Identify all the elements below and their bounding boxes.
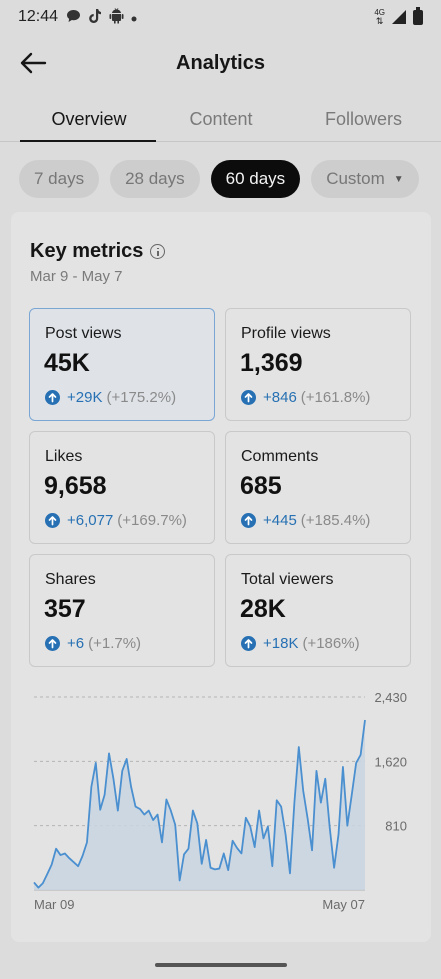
metric-delta: +445 (+185.4%)	[241, 512, 370, 529]
metric-delta-value: +6,077	[67, 512, 114, 529]
y-tick-label: 2,430	[374, 690, 407, 705]
arrow-up-circle-icon	[241, 513, 256, 528]
metric-label: Profile views	[241, 325, 331, 342]
android-icon	[109, 7, 124, 27]
metric-value: 357	[44, 595, 86, 623]
metric-value: 28K	[240, 595, 286, 623]
network-icon: 4G ⇅	[374, 8, 385, 26]
metric-delta: +6,077 (+169.7%)	[45, 512, 187, 529]
metric-value: 685	[240, 472, 282, 500]
key-metrics-heading: Key metrics	[30, 240, 166, 263]
metric-delta: +18K (+186%)	[241, 635, 360, 652]
metric-delta-percent: (+169.7%)	[117, 512, 187, 529]
caret-down-icon: ▼	[393, 173, 404, 185]
metric-delta-percent: (+175.2%)	[106, 389, 177, 406]
series-line	[33, 719, 366, 889]
metric-label: Total viewers	[241, 571, 334, 588]
chip-28-days[interactable]: 28 days	[110, 160, 200, 198]
back-button[interactable]	[18, 50, 48, 76]
metric-delta-value: +846	[263, 389, 297, 406]
arrow-left-icon	[20, 52, 47, 74]
signal-icon	[391, 10, 407, 24]
metric-label: Likes	[45, 448, 83, 465]
metric-value: 9,658	[44, 472, 107, 500]
battery-icon	[413, 6, 423, 25]
arrow-up-circle-icon	[45, 636, 60, 651]
series-area	[34, 720, 365, 890]
x-tick-label: Mar 09	[34, 897, 74, 912]
y-tick-label: 1,620	[374, 754, 407, 769]
tab-followers[interactable]: Followers	[324, 109, 403, 129]
metric-delta: +6 (+1.7%)	[45, 635, 141, 652]
metric-label: Comments	[241, 448, 319, 465]
metric-delta-value: +18K	[263, 635, 299, 652]
metric-delta-percent: (+1.7%)	[88, 635, 142, 652]
tab-content[interactable]: Content	[189, 109, 253, 129]
app-header: Analytics	[0, 40, 441, 86]
metric-label: Post views	[45, 325, 122, 342]
arrow-up-circle-icon	[45, 390, 60, 405]
chip-custom[interactable]: Custom ▼	[311, 160, 419, 198]
tab-overview[interactable]: Overview	[0, 96, 156, 142]
metric-delta: +846 (+161.8%)	[241, 389, 370, 406]
chip-custom-label: Custom	[326, 169, 385, 188]
key-metrics-date-range: Mar 9 - May 7	[30, 268, 123, 285]
chip-7-days[interactable]: 7 days	[19, 160, 100, 198]
metric-delta-value: +29K	[67, 389, 103, 406]
arrow-up-circle-icon	[241, 390, 256, 405]
metric-post-views[interactable]: Post views 45K +29K (+175.2%)	[29, 308, 215, 421]
x-tick-label: May 07	[322, 897, 365, 912]
chat-bubble-icon	[66, 9, 81, 26]
metric-delta-percent: (+186%)	[302, 635, 360, 652]
key-metrics-card: Key metrics Mar 9 - May 7 Post views 45K…	[11, 212, 431, 942]
metric-likes[interactable]: Likes 9,658 +6,077 (+169.7%)	[29, 431, 215, 544]
metric-profile-views[interactable]: Profile views 1,369 +846 (+161.8%)	[225, 308, 411, 421]
metric-delta: +29K (+175.2%)	[45, 389, 176, 406]
metric-value: 45K	[44, 349, 90, 377]
status-time: 12:44	[18, 8, 59, 25]
dot-icon	[131, 9, 137, 25]
metric-label: Shares	[45, 571, 96, 588]
metric-delta-percent: (+161.8%)	[300, 389, 371, 406]
home-indicator[interactable]	[155, 963, 287, 967]
y-tick-label: 810	[385, 819, 407, 834]
network-label: 4G	[374, 8, 385, 17]
arrow-up-circle-icon	[241, 636, 256, 651]
metric-delta-value: +445	[263, 512, 297, 529]
chip-60-days[interactable]: 60 days	[210, 160, 301, 198]
metric-total-viewers[interactable]: Total viewers 28K +18K (+186%)	[225, 554, 411, 667]
post-views-chart[interactable]: 810 1,620 2,430 Mar 09 May 07	[11, 682, 431, 922]
metric-value: 1,369	[240, 349, 303, 377]
tiktok-icon	[88, 8, 102, 27]
metric-delta-value: +6	[67, 635, 85, 652]
page-title: Analytics	[176, 51, 265, 74]
status-bar: 12:44 4G ⇅	[0, 0, 441, 34]
metric-comments[interactable]: Comments 685 +445 (+185.4%)	[225, 431, 411, 544]
metric-delta-percent: (+185.4%)	[300, 512, 371, 529]
metric-shares[interactable]: Shares 357 +6 (+1.7%)	[29, 554, 215, 667]
chart-svg: 810 1,620 2,430 Mar 09 May 07	[33, 690, 407, 912]
key-metrics-title: Key metrics	[30, 240, 144, 262]
info-icon[interactable]	[150, 244, 166, 259]
tab-bar: Overview Content Followers	[0, 96, 441, 142]
date-range-chips: 7 days 28 days 60 days Custom ▼	[19, 160, 419, 198]
arrow-up-circle-icon	[45, 513, 60, 528]
